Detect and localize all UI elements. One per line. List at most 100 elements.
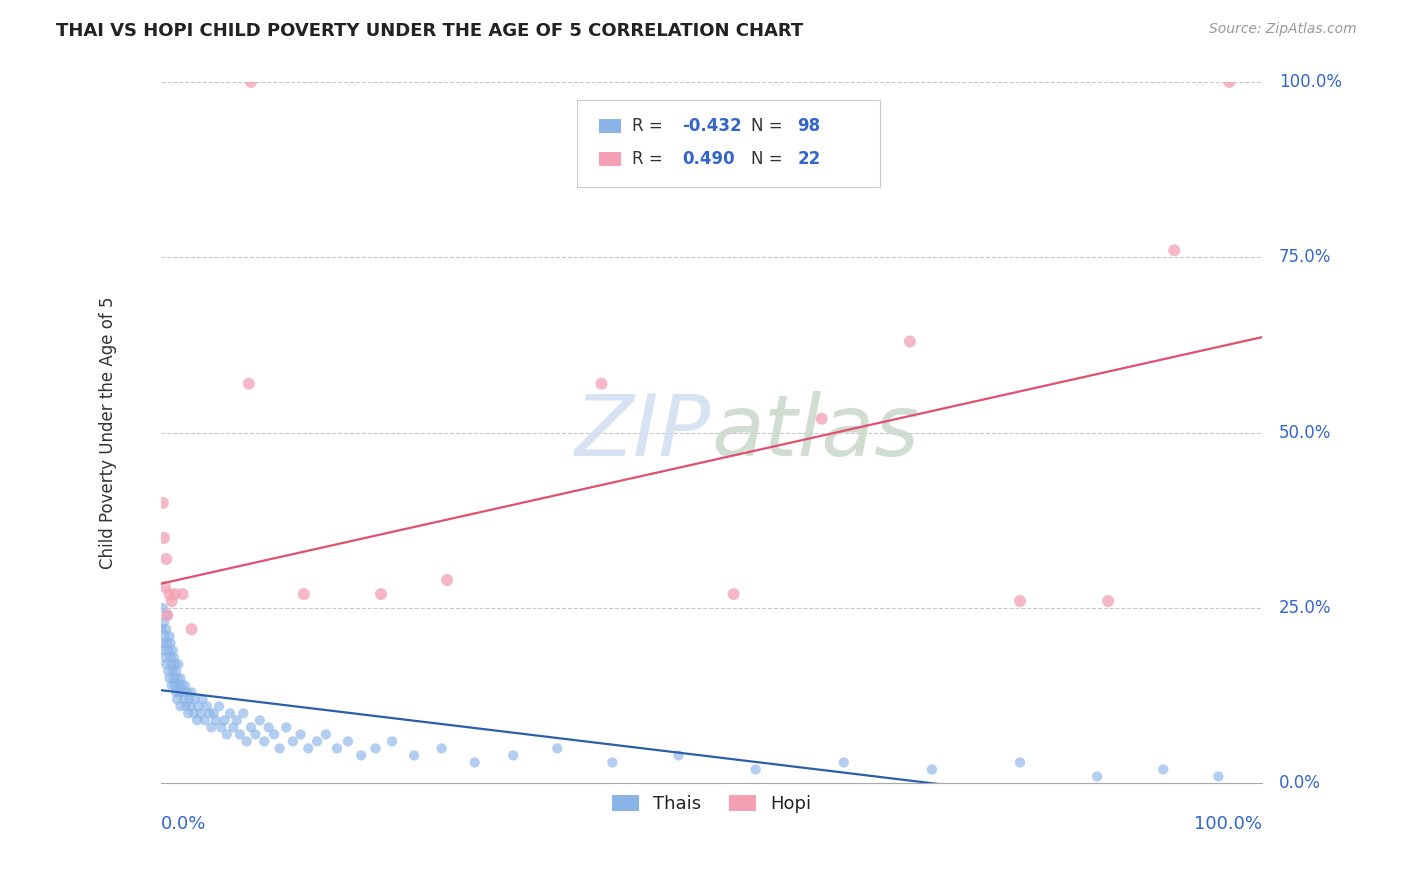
Text: 100.0%: 100.0% xyxy=(1195,815,1263,833)
Text: Source: ZipAtlas.com: Source: ZipAtlas.com xyxy=(1209,22,1357,37)
Point xyxy=(167,678,190,692)
Point xyxy=(198,706,221,721)
Text: N =: N = xyxy=(751,150,789,169)
Point xyxy=(668,748,690,763)
Point xyxy=(336,734,359,748)
Text: ZIP: ZIP xyxy=(575,392,711,475)
Point xyxy=(169,699,191,714)
Point xyxy=(163,650,186,665)
Point xyxy=(290,727,312,741)
Text: 100.0%: 100.0% xyxy=(1279,73,1341,91)
Point xyxy=(188,706,211,721)
Point xyxy=(232,706,254,721)
Point xyxy=(159,629,181,643)
Text: -0.432: -0.432 xyxy=(682,117,741,136)
Point xyxy=(153,580,176,594)
Point xyxy=(172,685,194,699)
Point xyxy=(263,727,285,741)
Point xyxy=(152,601,174,615)
Point xyxy=(430,741,453,756)
Point xyxy=(204,714,226,728)
Point xyxy=(153,650,176,665)
Point xyxy=(166,671,188,685)
Point xyxy=(225,714,247,728)
Point xyxy=(546,741,568,756)
Bar xyxy=(599,120,621,133)
Point xyxy=(222,720,245,734)
Point xyxy=(240,75,263,89)
Point xyxy=(153,629,176,643)
Text: R =: R = xyxy=(633,117,668,136)
Point xyxy=(172,587,194,601)
Text: 0.490: 0.490 xyxy=(682,150,734,169)
Text: 50.0%: 50.0% xyxy=(1279,424,1331,442)
Point xyxy=(1010,594,1032,608)
Point xyxy=(1085,769,1108,783)
Point xyxy=(350,748,373,763)
Point xyxy=(229,727,252,741)
Point xyxy=(184,692,207,706)
Point xyxy=(921,763,943,777)
Point xyxy=(159,636,181,650)
Point xyxy=(153,531,176,545)
FancyBboxPatch shape xyxy=(576,100,880,187)
Point xyxy=(176,685,198,699)
Point xyxy=(202,706,225,721)
Point xyxy=(163,671,186,685)
Text: 0.0%: 0.0% xyxy=(1279,774,1320,792)
Point xyxy=(155,552,177,566)
Point xyxy=(155,622,177,636)
Point xyxy=(177,706,200,721)
Point xyxy=(195,699,218,714)
Point xyxy=(156,608,179,623)
Text: atlas: atlas xyxy=(711,392,920,475)
Point xyxy=(174,678,197,692)
Point xyxy=(159,650,181,665)
Point xyxy=(281,734,304,748)
Point xyxy=(364,741,387,756)
Point xyxy=(214,714,236,728)
Point xyxy=(173,692,195,706)
Point xyxy=(238,376,260,391)
Point xyxy=(150,622,173,636)
Point xyxy=(602,756,624,770)
Point xyxy=(179,692,201,706)
Point xyxy=(152,496,174,510)
Point xyxy=(307,734,329,748)
Text: N =: N = xyxy=(751,117,789,136)
Point xyxy=(167,657,190,672)
Point xyxy=(269,741,291,756)
Point xyxy=(209,720,232,734)
Point xyxy=(240,720,263,734)
Point xyxy=(183,706,205,721)
Text: 22: 22 xyxy=(797,150,821,169)
Point xyxy=(253,734,276,748)
Point xyxy=(157,643,180,657)
Point xyxy=(162,665,184,679)
Text: 0.0%: 0.0% xyxy=(160,815,207,833)
Point xyxy=(315,727,337,741)
Point xyxy=(191,692,214,706)
Text: 25.0%: 25.0% xyxy=(1279,599,1331,617)
Point xyxy=(326,741,349,756)
Text: 75.0%: 75.0% xyxy=(1279,248,1331,267)
Point xyxy=(187,699,209,714)
Point xyxy=(180,685,202,699)
Point xyxy=(810,411,832,425)
Point xyxy=(464,756,486,770)
Point xyxy=(1152,763,1174,777)
Point xyxy=(1163,244,1185,258)
Point xyxy=(292,587,315,601)
Point xyxy=(163,657,186,672)
Point xyxy=(163,678,186,692)
Point xyxy=(155,657,177,672)
Point xyxy=(1097,594,1119,608)
Point xyxy=(156,636,179,650)
Point xyxy=(169,671,191,685)
Point xyxy=(215,727,238,741)
Point xyxy=(160,678,183,692)
Bar xyxy=(599,153,621,166)
Point xyxy=(832,756,855,770)
Point xyxy=(160,594,183,608)
Point xyxy=(152,636,174,650)
